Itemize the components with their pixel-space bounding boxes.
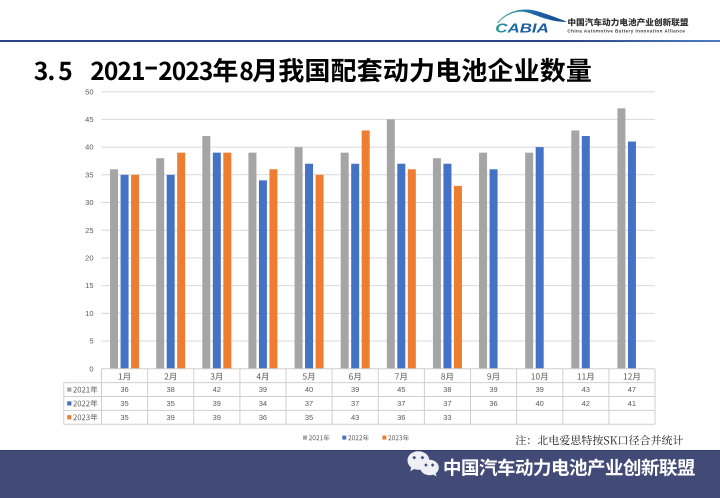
svg-text:37: 37 <box>443 399 451 408</box>
svg-text:0: 0 <box>89 364 93 373</box>
svg-text:40: 40 <box>305 385 313 394</box>
svg-text:CABIA: CABIA <box>495 20 549 35</box>
svg-text:50: 50 <box>85 87 93 96</box>
svg-text:39: 39 <box>489 385 497 394</box>
svg-text:10: 10 <box>85 309 93 318</box>
svg-text:42: 42 <box>213 385 221 394</box>
svg-text:35: 35 <box>167 399 175 408</box>
svg-text:40: 40 <box>85 143 93 152</box>
svg-text:35: 35 <box>120 399 128 408</box>
svg-text:33: 33 <box>443 413 451 422</box>
svg-text:39: 39 <box>536 385 544 394</box>
svg-text:35: 35 <box>305 413 313 422</box>
svg-text:35: 35 <box>85 170 93 179</box>
svg-text:36: 36 <box>259 413 267 422</box>
svg-text:42: 42 <box>582 399 590 408</box>
svg-text:45: 45 <box>397 385 405 394</box>
svg-text:47: 47 <box>628 385 636 394</box>
svg-text:34: 34 <box>259 399 267 408</box>
svg-text:39: 39 <box>259 385 267 394</box>
svg-text:15: 15 <box>85 281 93 290</box>
svg-text:36: 36 <box>489 399 497 408</box>
svg-text:45: 45 <box>85 115 93 124</box>
svg-text:40: 40 <box>536 399 544 408</box>
svg-text:20: 20 <box>85 254 93 263</box>
svg-text:39: 39 <box>351 385 359 394</box>
svg-text:25: 25 <box>85 226 93 235</box>
svg-text:China Automotive Battery Innov: China Automotive Battery Innovation Alli… <box>567 29 685 34</box>
svg-text:39: 39 <box>213 413 221 422</box>
svg-text:38: 38 <box>443 385 451 394</box>
svg-text:36: 36 <box>397 413 405 422</box>
svg-text:36: 36 <box>120 385 128 394</box>
svg-text:37: 37 <box>351 399 359 408</box>
svg-text:37: 37 <box>397 399 405 408</box>
svg-text:39: 39 <box>213 399 221 408</box>
svg-text:37: 37 <box>305 399 313 408</box>
svg-text:41: 41 <box>628 399 636 408</box>
svg-text:5: 5 <box>89 337 93 346</box>
svg-text:30: 30 <box>85 198 93 207</box>
svg-text:35: 35 <box>120 413 128 422</box>
svg-text:39: 39 <box>167 413 175 422</box>
svg-text:43: 43 <box>351 413 359 422</box>
svg-text:38: 38 <box>167 385 175 394</box>
svg-text:43: 43 <box>582 385 590 394</box>
